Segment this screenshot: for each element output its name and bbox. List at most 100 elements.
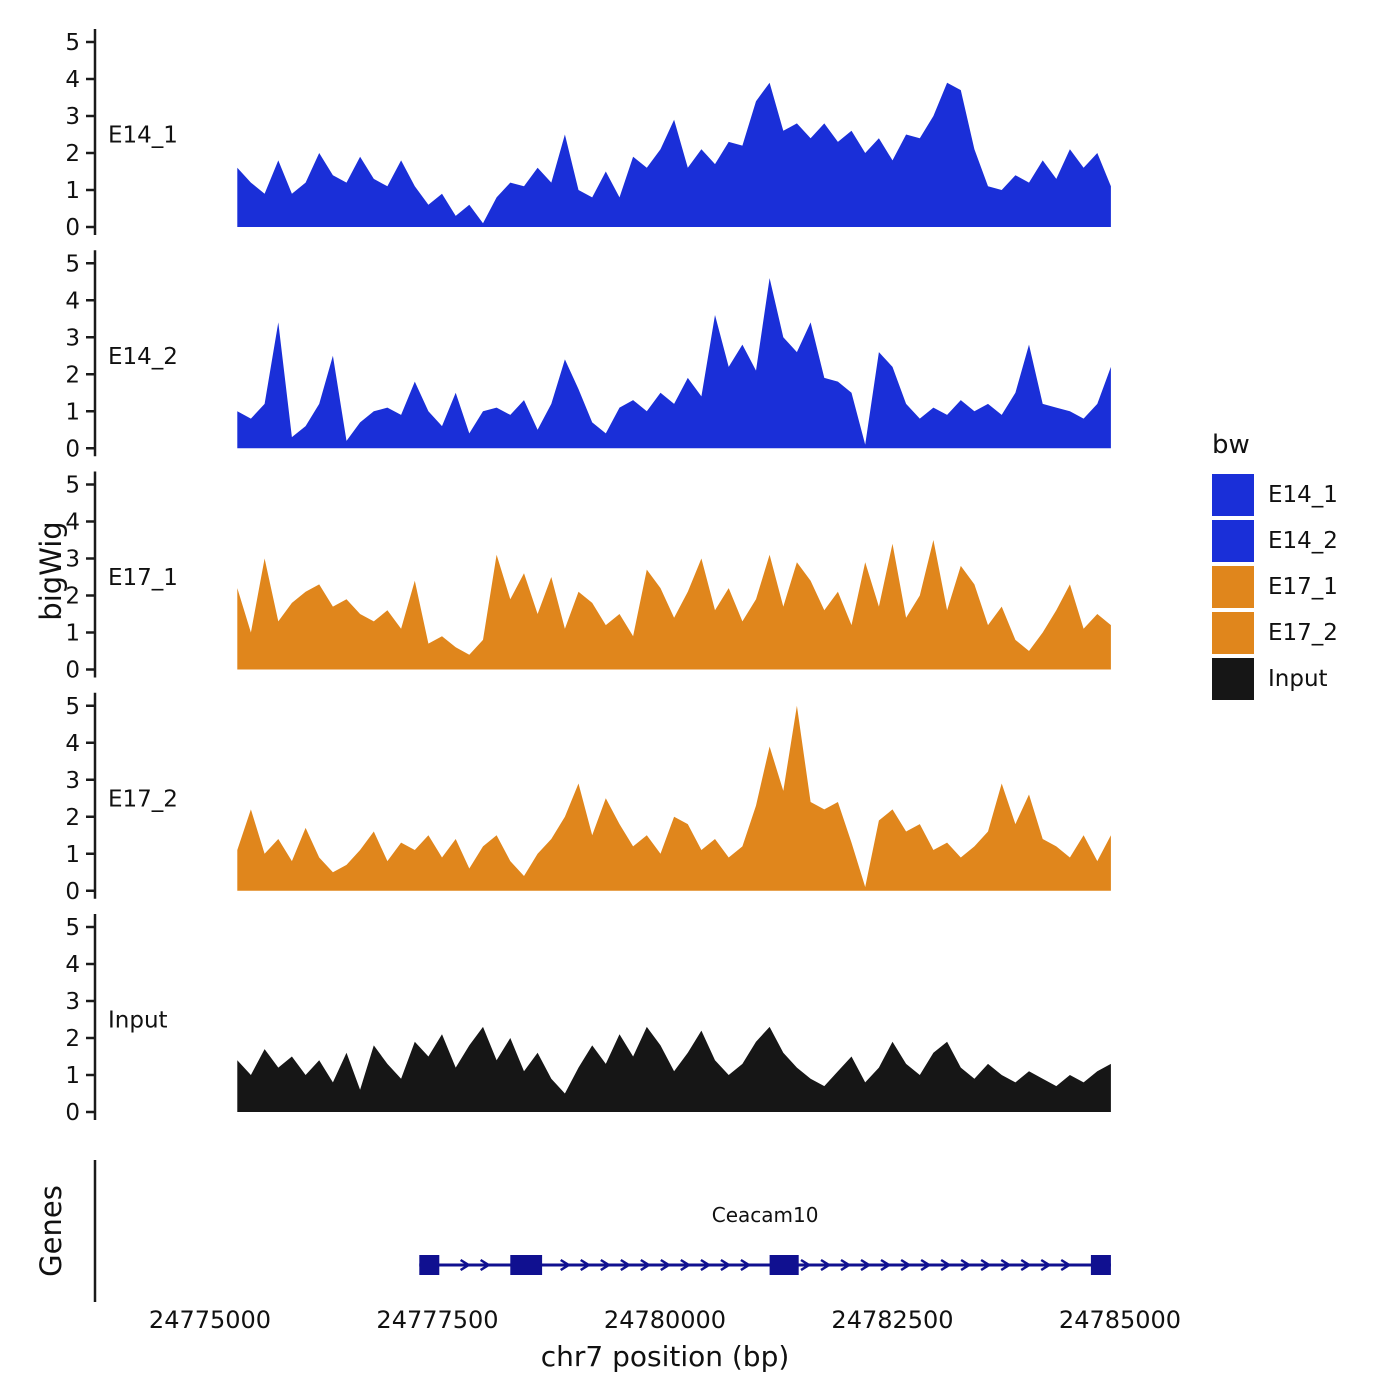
y-tick-label: 0: [65, 215, 80, 241]
legend-item: E17_2: [1212, 612, 1397, 654]
y-tick-label: 4: [65, 731, 80, 757]
y-tick-label: 5: [65, 694, 80, 720]
y-tick-label: 1: [65, 621, 80, 647]
strand-arrow-icon: [459, 1258, 471, 1272]
y-tick-label: 0: [65, 658, 80, 684]
y-tick-label: 2: [65, 1026, 80, 1052]
y-tick-label: 0: [65, 1100, 80, 1126]
legend: bw E14_1 E14_2 E17_1 E17_2 Input: [1212, 430, 1397, 704]
x-tick-label: 24777500: [376, 1306, 498, 1334]
legend-label: E17_2: [1268, 620, 1338, 646]
y-tick-label: 0: [65, 879, 80, 905]
strand-arrow-icon: [960, 1258, 972, 1272]
strand-arrow-icon: [640, 1258, 652, 1272]
y-tick-label: 3: [65, 325, 80, 351]
strand-arrow-icon: [940, 1258, 952, 1272]
track-panel-Input: 0 1 2 3 4 5 Input: [65, 914, 1111, 1126]
strand-arrow-icon: [580, 1258, 592, 1272]
y-tick-label: 5: [65, 30, 80, 56]
y-tick-label: 1: [65, 399, 80, 425]
track-panel-E17_2: 0 1 2 3 4 5 E17_2: [65, 692, 1111, 905]
legend-label: E14_1: [1268, 482, 1338, 508]
track-label: Input: [108, 1008, 168, 1034]
x-tick-label: 24775000: [149, 1306, 271, 1334]
legend-swatch: [1212, 658, 1254, 700]
y-tick-label: 5: [65, 915, 80, 941]
y-tick-label: 3: [65, 547, 80, 573]
strand-arrow-icon: [720, 1258, 732, 1272]
y-tick-label: 5: [65, 473, 80, 499]
strand-arrow-icon: [1000, 1258, 1012, 1272]
signal-area-E17_1: [237, 540, 1111, 670]
gene-track: Ceacam10: [93, 1160, 1111, 1302]
y-tick-label: 4: [65, 510, 80, 536]
x-axis-title: chr7 position (bp): [541, 1340, 790, 1373]
y-tick-label: 1: [65, 1063, 80, 1089]
track-panel-E17_1: 0 1 2 3 4 5 E17_1: [65, 471, 1111, 684]
x-tick-label: 24785000: [1059, 1306, 1181, 1334]
signal-area-E14_2: [237, 278, 1111, 449]
strand-arrow-icon: [660, 1258, 672, 1272]
strand-arrow-icon: [1060, 1258, 1072, 1272]
legend-title: bw: [1212, 430, 1250, 460]
legend-label: Input: [1268, 666, 1328, 692]
legend-item: Input: [1212, 658, 1397, 700]
strand-arrow-icon: [980, 1258, 992, 1272]
strand-arrow-icon: [840, 1258, 852, 1272]
gene-exon: [419, 1255, 440, 1275]
legend-label: E14_2: [1268, 528, 1338, 554]
strand-arrow-icon: [1040, 1258, 1052, 1272]
y-tick-label: 1: [65, 842, 80, 868]
strand-arrow-icon: [700, 1258, 712, 1272]
track-label: E14_1: [108, 123, 178, 149]
gene-name-label: Ceacam10: [712, 1203, 819, 1227]
strand-arrow-icon: [600, 1258, 612, 1272]
strand-arrow-icon: [880, 1258, 892, 1272]
strand-arrow-icon: [560, 1258, 572, 1272]
track-panel-E14_2: 0 1 2 3 4 5 E14_2: [65, 250, 1111, 462]
strand-arrow-icon: [800, 1258, 812, 1272]
strand-arrow-icon: [820, 1258, 832, 1272]
legend-swatch: [1212, 612, 1254, 654]
legend-item: E14_1: [1212, 474, 1397, 516]
strand-arrow-icon: [900, 1258, 912, 1272]
y-tick-label: 2: [65, 805, 80, 831]
track-panel-E14_1: 0 1 2 3 4 5 E14_1: [65, 29, 1111, 241]
signal-area-E17_2: [237, 705, 1111, 891]
strand-arrow-icon: [860, 1258, 872, 1272]
legend-swatch: [1212, 520, 1254, 562]
legend-swatch: [1212, 474, 1254, 516]
x-tick-label: 24780000: [604, 1306, 726, 1334]
gene-exon: [1090, 1255, 1111, 1275]
y-tick-label: 3: [65, 989, 80, 1015]
y-tick-label: 3: [65, 104, 80, 130]
strand-arrow-icon: [479, 1258, 491, 1272]
y-tick-label: 2: [65, 141, 80, 167]
strand-arrow-icon: [680, 1258, 692, 1272]
signal-area-Input: [237, 1026, 1111, 1112]
y-tick-label: 3: [65, 768, 80, 794]
signal-area-E14_1: [237, 82, 1111, 227]
y-tick-label: 4: [65, 288, 80, 314]
y-tick-label: 2: [65, 584, 80, 610]
gene-exon: [769, 1255, 799, 1275]
strand-arrow-icon: [920, 1258, 932, 1272]
x-tick-label: 24782500: [831, 1306, 953, 1334]
track-label: E17_1: [108, 565, 178, 591]
legend-label: E17_1: [1268, 574, 1338, 600]
gene-exon: [510, 1255, 543, 1275]
y-tick-label: 1: [65, 178, 80, 204]
strand-arrow-icon: [1020, 1258, 1032, 1272]
y-tick-label: 2: [65, 362, 80, 388]
legend-item: E17_1: [1212, 566, 1397, 608]
y-tick-label: 5: [65, 251, 80, 277]
strand-arrow-icon: [740, 1258, 752, 1272]
y-tick-label: 0: [65, 436, 80, 462]
y-tick-label: 4: [65, 67, 80, 93]
legend-swatch: [1212, 566, 1254, 608]
track-label: E14_2: [108, 344, 178, 370]
strand-arrow-icon: [620, 1258, 632, 1272]
track-label: E17_2: [108, 786, 178, 812]
